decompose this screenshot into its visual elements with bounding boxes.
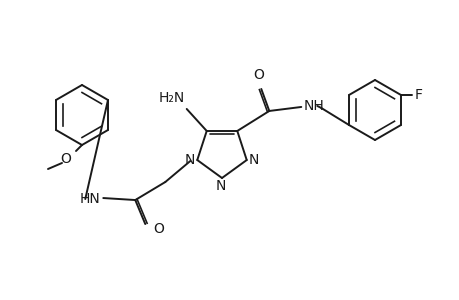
Text: O: O (252, 68, 263, 82)
Text: N: N (248, 153, 258, 167)
Text: HN: HN (79, 192, 100, 206)
Text: O: O (61, 152, 71, 166)
Text: N: N (215, 179, 226, 193)
Text: NH: NH (302, 99, 323, 113)
Text: N: N (185, 153, 195, 167)
Text: O: O (153, 222, 164, 236)
Text: H₂N: H₂N (158, 91, 185, 105)
Text: F: F (414, 88, 422, 102)
